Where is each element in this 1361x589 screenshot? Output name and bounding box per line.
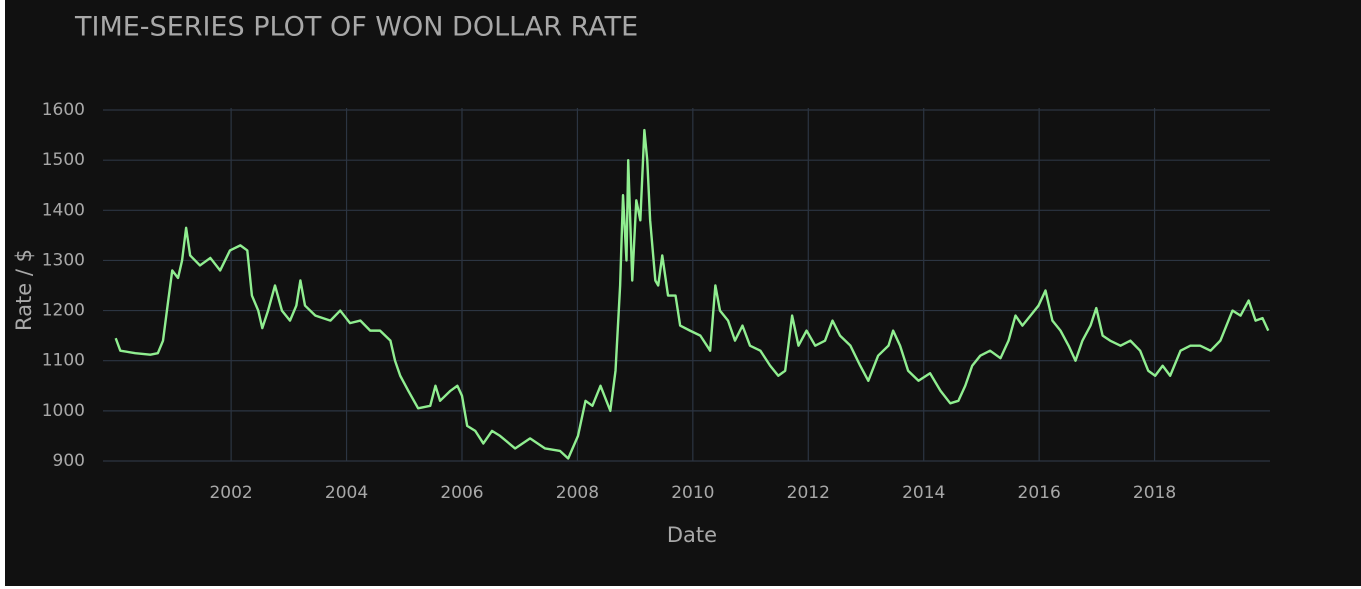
x-tick-label: 2018 — [1133, 483, 1176, 503]
chart-title: TIME-SERIES PLOT OF WON DOLLAR RATE — [74, 12, 638, 43]
x-tick-label: 2012 — [787, 483, 830, 503]
x-tick-label: 2016 — [1018, 483, 1061, 503]
x-tick-label: 2014 — [902, 483, 945, 503]
y-tick-label: 1600 — [42, 100, 85, 120]
x-axis-label: Date — [667, 523, 717, 547]
x-tick-label: 2002 — [209, 483, 252, 503]
y-tick-label: 900 — [53, 451, 85, 471]
x-tick-label: 2004 — [325, 483, 368, 503]
y-tick-label: 1000 — [42, 401, 85, 421]
y-tick-label: 1400 — [42, 200, 85, 220]
y-axis-label: Rate / $ — [12, 249, 36, 331]
y-tick-label: 1500 — [42, 150, 85, 170]
y-tick-label: 1300 — [42, 250, 85, 270]
y-tick-label: 1200 — [42, 301, 85, 321]
x-tick-label: 2008 — [556, 483, 599, 503]
rate-line — [114, 128, 1270, 460]
x-tick-label: 2010 — [671, 483, 714, 503]
x-tick-label: 2006 — [440, 483, 483, 503]
y-tick-label: 1100 — [42, 351, 85, 371]
